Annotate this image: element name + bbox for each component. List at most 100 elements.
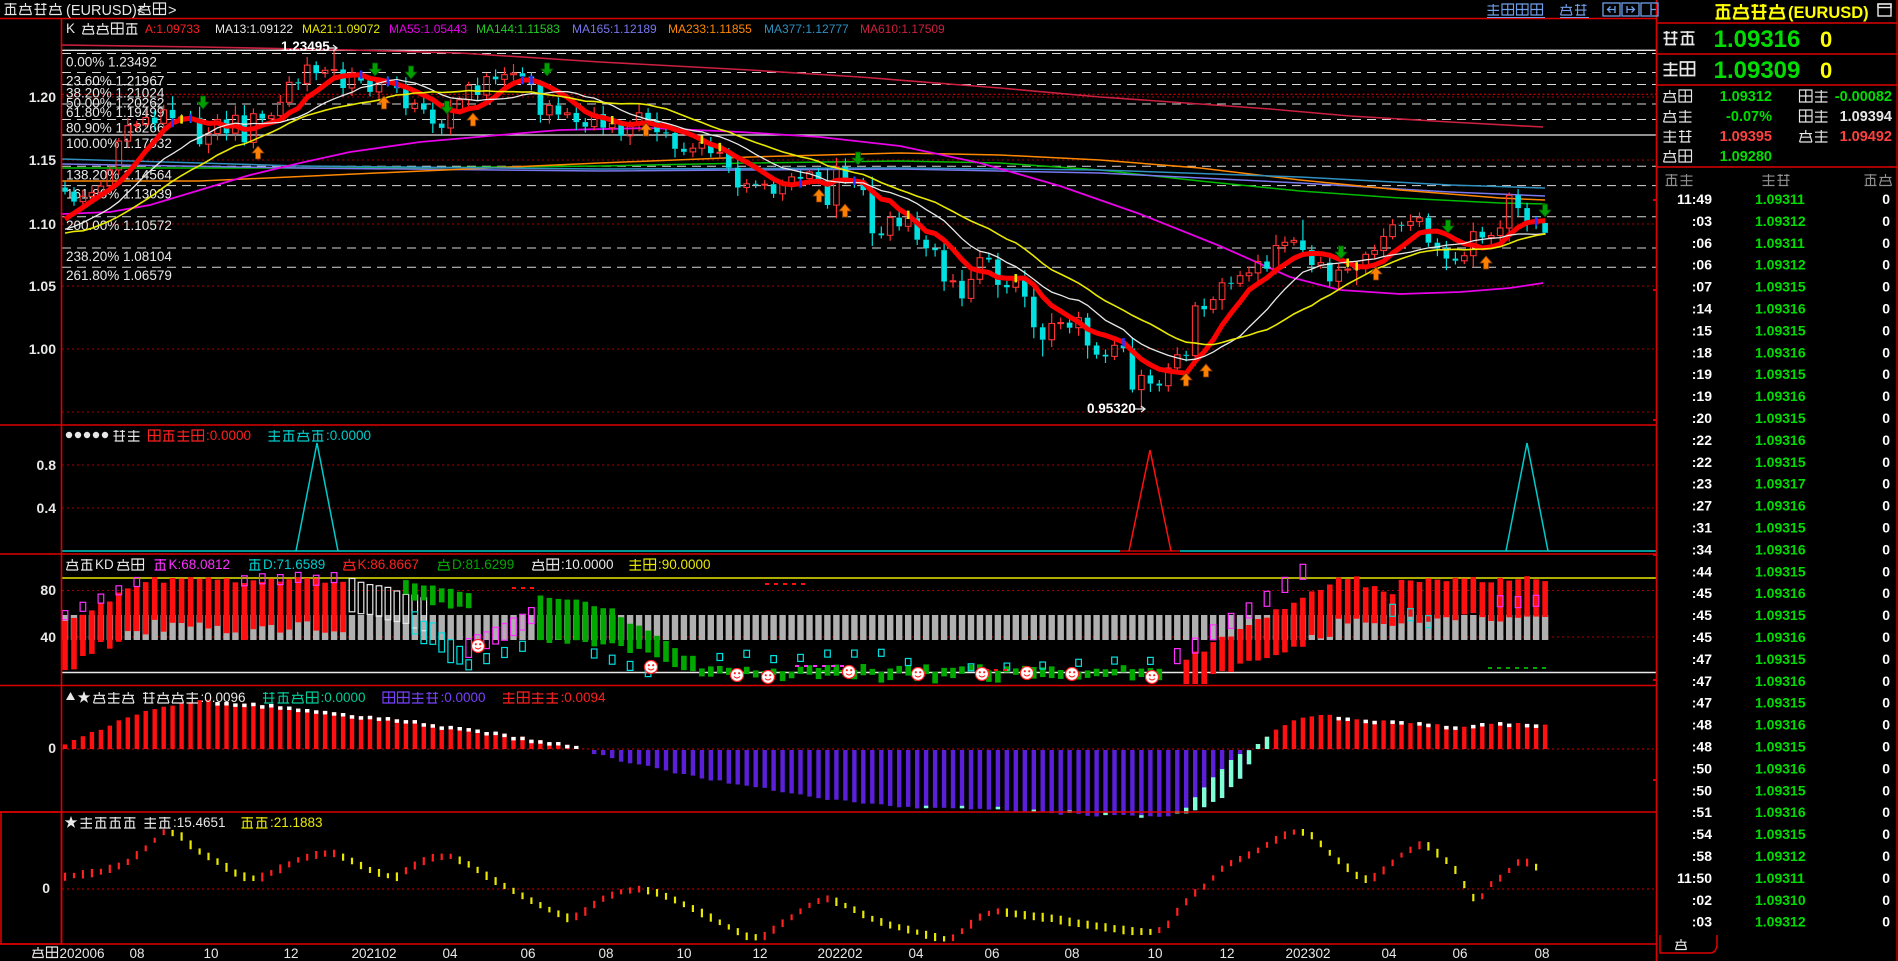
svg-text:04: 04 — [442, 946, 458, 961]
svg-text:1.09315: 1.09315 — [1755, 695, 1806, 711]
svg-text:1.09316: 1.09316 — [1755, 717, 1806, 733]
svg-text:80.90% 1.18266: 80.90% 1.18266 — [66, 121, 164, 136]
svg-text:0: 0 — [1882, 541, 1890, 557]
svg-text:0: 0 — [1882, 366, 1890, 382]
svg-text:0: 0 — [1882, 563, 1890, 579]
svg-text:0: 0 — [1820, 58, 1832, 83]
svg-text:0: 0 — [1882, 279, 1890, 295]
svg-text:202302: 202302 — [1285, 946, 1330, 961]
svg-text:08: 08 — [598, 946, 613, 961]
svg-text:06: 06 — [520, 946, 535, 961]
svg-text:0: 0 — [1882, 607, 1890, 623]
svg-text:10: 10 — [676, 946, 691, 961]
svg-text:1.09316: 1.09316 — [1755, 673, 1806, 689]
svg-text:K:68.0812: K:68.0812 — [169, 557, 231, 572]
svg-text:0: 0 — [48, 740, 56, 756]
svg-text::51: :51 — [1692, 804, 1712, 820]
svg-text:1.09492: 1.09492 — [1840, 129, 1892, 145]
svg-text:0: 0 — [1882, 410, 1890, 426]
svg-text::31: :31 — [1692, 520, 1712, 536]
svg-text:1.09312: 1.09312 — [1755, 848, 1806, 864]
svg-text:1.09316: 1.09316 — [1755, 432, 1806, 448]
svg-text:0: 0 — [1882, 191, 1890, 207]
svg-text:1.09315: 1.09315 — [1755, 366, 1806, 382]
svg-text:MA21:1.09072: MA21:1.09072 — [302, 22, 380, 36]
svg-text:0: 0 — [1882, 629, 1890, 645]
svg-text::0.0000: :0.0000 — [441, 690, 486, 705]
svg-text:0: 0 — [1882, 760, 1890, 776]
svg-text:12: 12 — [283, 946, 298, 961]
svg-text:1.09315: 1.09315 — [1755, 826, 1806, 842]
svg-text:1.09316: 1.09316 — [1755, 344, 1806, 360]
svg-text:-0.00082: -0.00082 — [1835, 89, 1892, 105]
svg-text:0: 0 — [1882, 301, 1890, 317]
svg-text:-0.07%: -0.07% — [1726, 109, 1772, 125]
svg-text:11:49: 11:49 — [1677, 191, 1712, 207]
svg-text:0: 0 — [1882, 585, 1890, 601]
svg-text:1.09310: 1.09310 — [1755, 892, 1806, 908]
svg-text:MA233:1.11855: MA233:1.11855 — [668, 22, 752, 36]
svg-text::03: :03 — [1692, 213, 1712, 229]
svg-text::19: :19 — [1692, 366, 1712, 382]
svg-text:1.09394: 1.09394 — [1840, 109, 1892, 125]
svg-text:23.60% 1.21967: 23.60% 1.21967 — [66, 74, 164, 89]
svg-text:1.09311: 1.09311 — [1755, 870, 1805, 886]
svg-text:200.00% 1.10572: 200.00% 1.10572 — [66, 218, 172, 233]
svg-text::07: :07 — [1692, 279, 1712, 295]
svg-text:08: 08 — [1534, 946, 1549, 961]
svg-text::47: :47 — [1692, 673, 1712, 689]
svg-text::27: :27 — [1692, 498, 1712, 514]
svg-text:MA144:1.11583: MA144:1.11583 — [476, 22, 560, 36]
svg-text:1.09315: 1.09315 — [1755, 739, 1806, 755]
svg-text:0: 0 — [1882, 213, 1890, 229]
svg-text::23: :23 — [1692, 476, 1712, 492]
svg-text:80: 80 — [40, 582, 56, 598]
svg-text::15: :15 — [1692, 322, 1712, 338]
svg-text::45: :45 — [1692, 607, 1712, 623]
svg-text:1.09316: 1.09316 — [1755, 629, 1806, 645]
svg-text::22: :22 — [1692, 432, 1712, 448]
svg-text:1.09316: 1.09316 — [1755, 498, 1806, 514]
svg-text::48: :48 — [1692, 717, 1712, 733]
svg-text:0: 0 — [1882, 892, 1890, 908]
svg-text:(EURUSD): (EURUSD) — [1788, 4, 1869, 22]
svg-text:1.09395: 1.09395 — [1720, 129, 1772, 145]
svg-text:1.09316: 1.09316 — [1755, 301, 1806, 317]
svg-text:1.09311: 1.09311 — [1755, 235, 1805, 251]
svg-text:0: 0 — [1882, 454, 1890, 470]
svg-text:202102: 202102 — [351, 946, 396, 961]
svg-text:0: 0 — [1882, 870, 1890, 886]
svg-text:202006: 202006 — [59, 946, 104, 961]
svg-text:1.23495: 1.23495 — [281, 39, 330, 54]
svg-text:MA165:1.12189: MA165:1.12189 — [572, 22, 657, 36]
svg-text:0: 0 — [1882, 432, 1890, 448]
svg-text::19: :19 — [1692, 388, 1712, 404]
svg-text:0: 0 — [1882, 673, 1890, 689]
svg-text:0: 0 — [1882, 651, 1890, 667]
svg-text:12: 12 — [1219, 946, 1234, 961]
svg-text:1.09312: 1.09312 — [1755, 914, 1806, 930]
svg-text::0.0000: :0.0000 — [321, 690, 366, 705]
svg-text:1.09315: 1.09315 — [1755, 520, 1806, 536]
svg-text:161.80% 1.13039: 161.80% 1.13039 — [66, 187, 172, 202]
svg-text:0: 0 — [1882, 695, 1890, 711]
svg-text:1.20: 1.20 — [29, 89, 56, 105]
svg-text:238.20% 1.08104: 238.20% 1.08104 — [66, 249, 172, 264]
svg-text:0: 0 — [1882, 322, 1890, 338]
svg-text:1.05: 1.05 — [29, 278, 56, 294]
svg-text:0: 0 — [1882, 257, 1890, 273]
svg-text:MA55:1.05443: MA55:1.05443 — [389, 22, 467, 36]
svg-text:A:1.09733: A:1.09733 — [145, 22, 200, 36]
svg-text:1.09316: 1.09316 — [1755, 585, 1806, 601]
svg-text:1.10: 1.10 — [29, 216, 56, 232]
svg-text:0.4: 0.4 — [37, 500, 57, 516]
svg-text:06: 06 — [984, 946, 999, 961]
svg-text:1.09315: 1.09315 — [1755, 607, 1806, 623]
svg-text:10: 10 — [1147, 946, 1162, 961]
svg-text::0.0000: :0.0000 — [206, 428, 251, 443]
svg-text:1.09316: 1.09316 — [1755, 541, 1806, 557]
svg-text:0: 0 — [1882, 848, 1890, 864]
svg-text:MA610:1.17509: MA610:1.17509 — [860, 22, 945, 36]
svg-text::15.4651: :15.4651 — [173, 815, 226, 830]
svg-text:1.09315: 1.09315 — [1755, 322, 1806, 338]
